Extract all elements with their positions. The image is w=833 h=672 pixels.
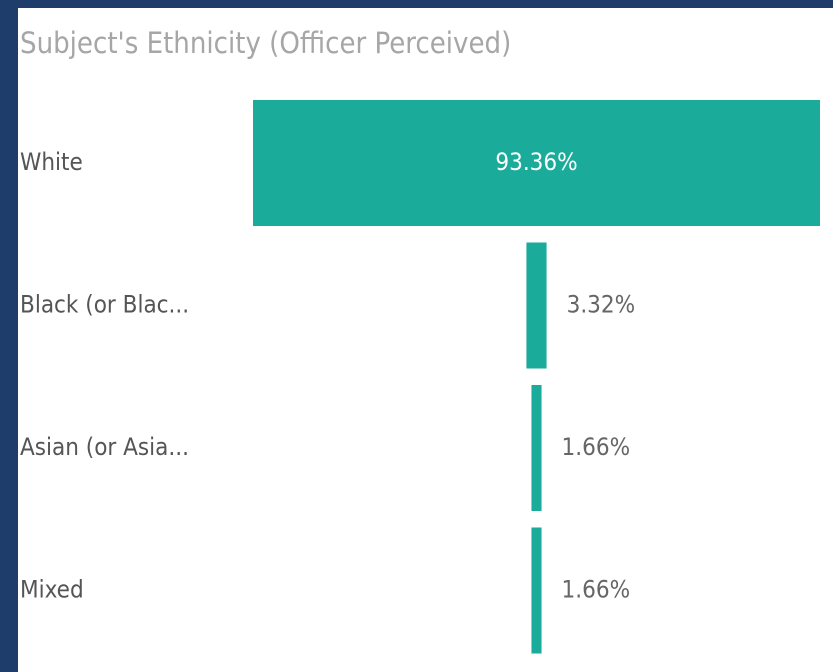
category-label: Mixed — [20, 576, 84, 604]
funnel-bar — [253, 100, 820, 226]
chart-title: Subject's Ethnicity (Officer Perceived) — [20, 26, 511, 60]
funnel-bar — [531, 385, 542, 511]
funnel-bar — [526, 242, 547, 369]
category-label: Black (or Blac... — [20, 291, 189, 319]
funnel-bar — [531, 527, 542, 654]
data-label: 93.36% — [495, 148, 577, 176]
category-label: Asian (or Asia... — [20, 433, 189, 461]
data-label: 3.32% — [567, 291, 636, 319]
data-label: 1.66% — [562, 433, 631, 461]
data-label: 1.66% — [562, 576, 631, 604]
category-label: White — [20, 148, 83, 176]
